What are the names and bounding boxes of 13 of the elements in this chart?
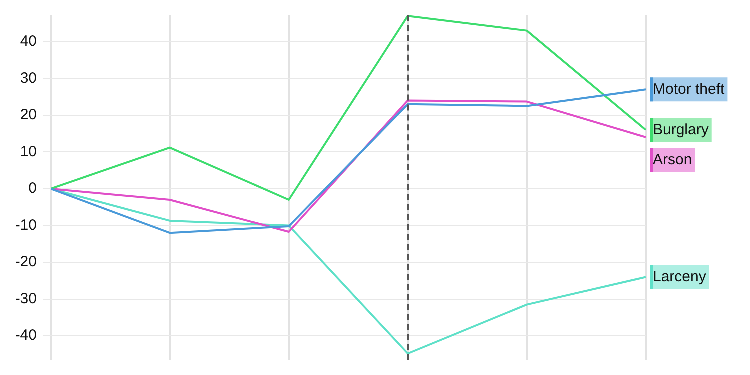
y-tick-label: -40 [15,327,37,344]
y-tick-label: 40 [20,32,37,50]
y-tick-label: 0 [28,180,37,198]
legend-label: Burglary [653,121,710,138]
y-tick-label: 30 [20,70,37,87]
legend-label: Larceny [653,268,707,286]
legend-label: Arson [653,151,692,168]
legend-label: Motor theft [653,80,726,98]
y-tick-label: 20 [20,106,37,124]
y-tick-label: -20 [15,254,37,271]
y-tick-label: 10 [20,143,37,160]
y-tick-label: -10 [15,216,37,234]
y-tick-label: -30 [15,290,37,308]
